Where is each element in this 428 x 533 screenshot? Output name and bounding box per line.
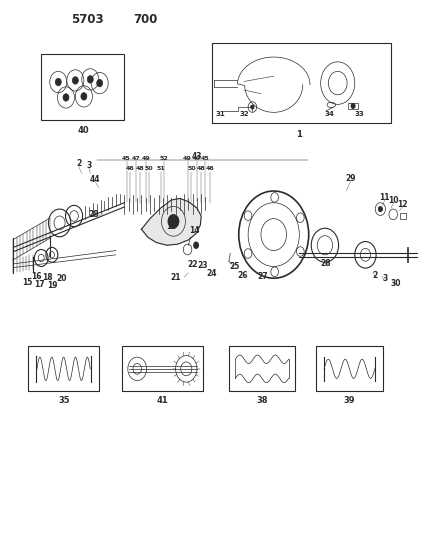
Circle shape (72, 77, 78, 84)
Text: 1: 1 (296, 130, 302, 139)
Bar (41, 54, 125, 120)
Text: 50: 50 (145, 166, 154, 171)
Text: 24: 24 (207, 269, 217, 278)
Text: 16: 16 (31, 272, 42, 280)
Text: 2: 2 (373, 271, 378, 279)
Text: 45: 45 (201, 156, 210, 160)
Text: 45: 45 (122, 156, 131, 160)
Text: 3: 3 (86, 161, 92, 170)
Text: 39: 39 (344, 396, 355, 405)
Text: 21: 21 (170, 273, 181, 281)
Text: 26: 26 (238, 271, 248, 280)
Bar (229, 346, 295, 391)
Circle shape (81, 93, 87, 100)
Text: 43: 43 (192, 152, 202, 161)
Circle shape (87, 76, 93, 83)
Bar (400, 213, 406, 219)
Text: 48: 48 (196, 166, 205, 171)
Text: 18: 18 (42, 273, 53, 281)
Text: 25: 25 (229, 262, 240, 271)
Text: 15: 15 (22, 278, 33, 287)
Text: 51: 51 (156, 166, 165, 171)
Text: 23: 23 (198, 261, 208, 270)
Bar (348, 103, 358, 109)
Text: 49: 49 (183, 156, 192, 160)
Polygon shape (142, 198, 201, 245)
Text: 47: 47 (193, 156, 201, 160)
Text: 28: 28 (321, 259, 331, 268)
Text: 35: 35 (58, 396, 70, 405)
Text: 10: 10 (388, 196, 399, 205)
Text: 13: 13 (166, 222, 177, 231)
Text: 20: 20 (56, 274, 66, 283)
Text: 41: 41 (157, 396, 169, 405)
Text: 11: 11 (379, 193, 390, 202)
Text: 34: 34 (324, 111, 334, 117)
Circle shape (351, 103, 355, 109)
Bar (122, 346, 203, 391)
Circle shape (63, 94, 69, 101)
Text: 32: 32 (239, 111, 249, 117)
Text: 28: 28 (89, 210, 99, 219)
Circle shape (55, 78, 61, 86)
Circle shape (168, 214, 179, 228)
Text: 47: 47 (132, 156, 141, 160)
Bar (212, 43, 391, 123)
Text: 31: 31 (216, 111, 225, 117)
Text: 52: 52 (159, 156, 168, 160)
Text: 700: 700 (133, 13, 158, 26)
Text: 17: 17 (35, 279, 45, 288)
Text: 3: 3 (382, 274, 387, 283)
Text: 12: 12 (397, 200, 408, 209)
Circle shape (378, 206, 383, 212)
Bar (28, 346, 99, 391)
Text: 40: 40 (77, 126, 89, 135)
Circle shape (97, 79, 103, 87)
Text: 46: 46 (125, 166, 134, 171)
Text: 38: 38 (256, 396, 268, 405)
Text: 49: 49 (141, 156, 150, 160)
Text: 2: 2 (76, 159, 81, 168)
Text: 46: 46 (205, 166, 214, 171)
Text: 19: 19 (48, 281, 58, 290)
Text: 5703: 5703 (71, 13, 104, 26)
Text: 27: 27 (258, 272, 268, 280)
Text: 30: 30 (390, 279, 401, 288)
Text: 29: 29 (345, 174, 356, 183)
Circle shape (251, 105, 254, 109)
Text: 22: 22 (187, 260, 198, 269)
Text: 14: 14 (190, 227, 200, 236)
Bar (316, 346, 383, 391)
Text: 33: 33 (354, 111, 364, 117)
Text: 50: 50 (187, 166, 196, 171)
Text: 48: 48 (135, 166, 144, 171)
Text: 44: 44 (90, 175, 101, 184)
Circle shape (193, 241, 199, 249)
